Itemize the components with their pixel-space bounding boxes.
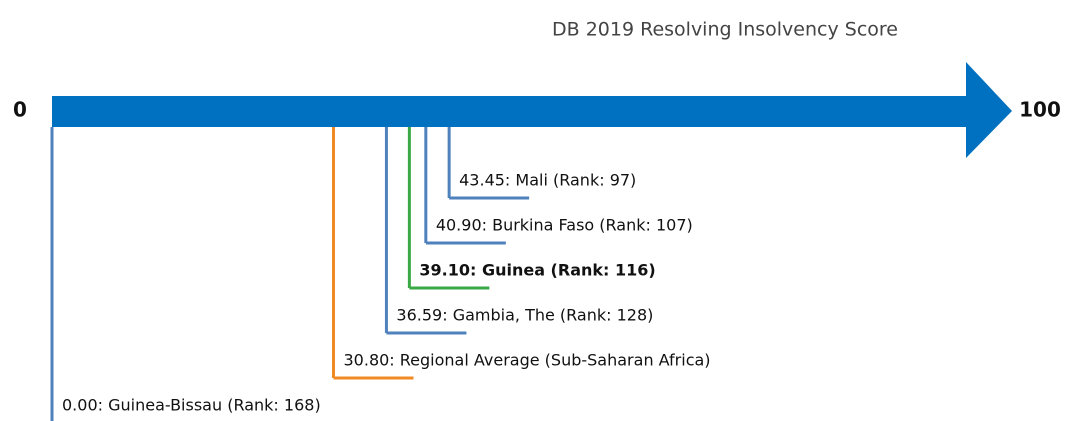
marker-label: 39.10: Guinea (Rank: 116) [419,261,655,280]
axis-bar [52,96,966,127]
axis-arrowhead [966,62,1012,158]
marker-label: 30.80: Regional Average (Sub-Saharan Afr… [344,351,711,370]
marker-label: 40.90: Burkina Faso (Rank: 107) [436,216,693,235]
tick-label: 100 [1019,98,1061,122]
marker-label: 43.45: Mali (Rank: 97) [459,171,636,190]
tick-label: 0 [13,98,27,122]
marker-label: 36.59: Gambia, The (Rank: 128) [396,306,653,325]
chart-title: DB 2019 Resolving Insolvency Score [552,19,898,41]
marker-label: 0.00: Guinea-Bissau (Rank: 168) [62,396,321,415]
